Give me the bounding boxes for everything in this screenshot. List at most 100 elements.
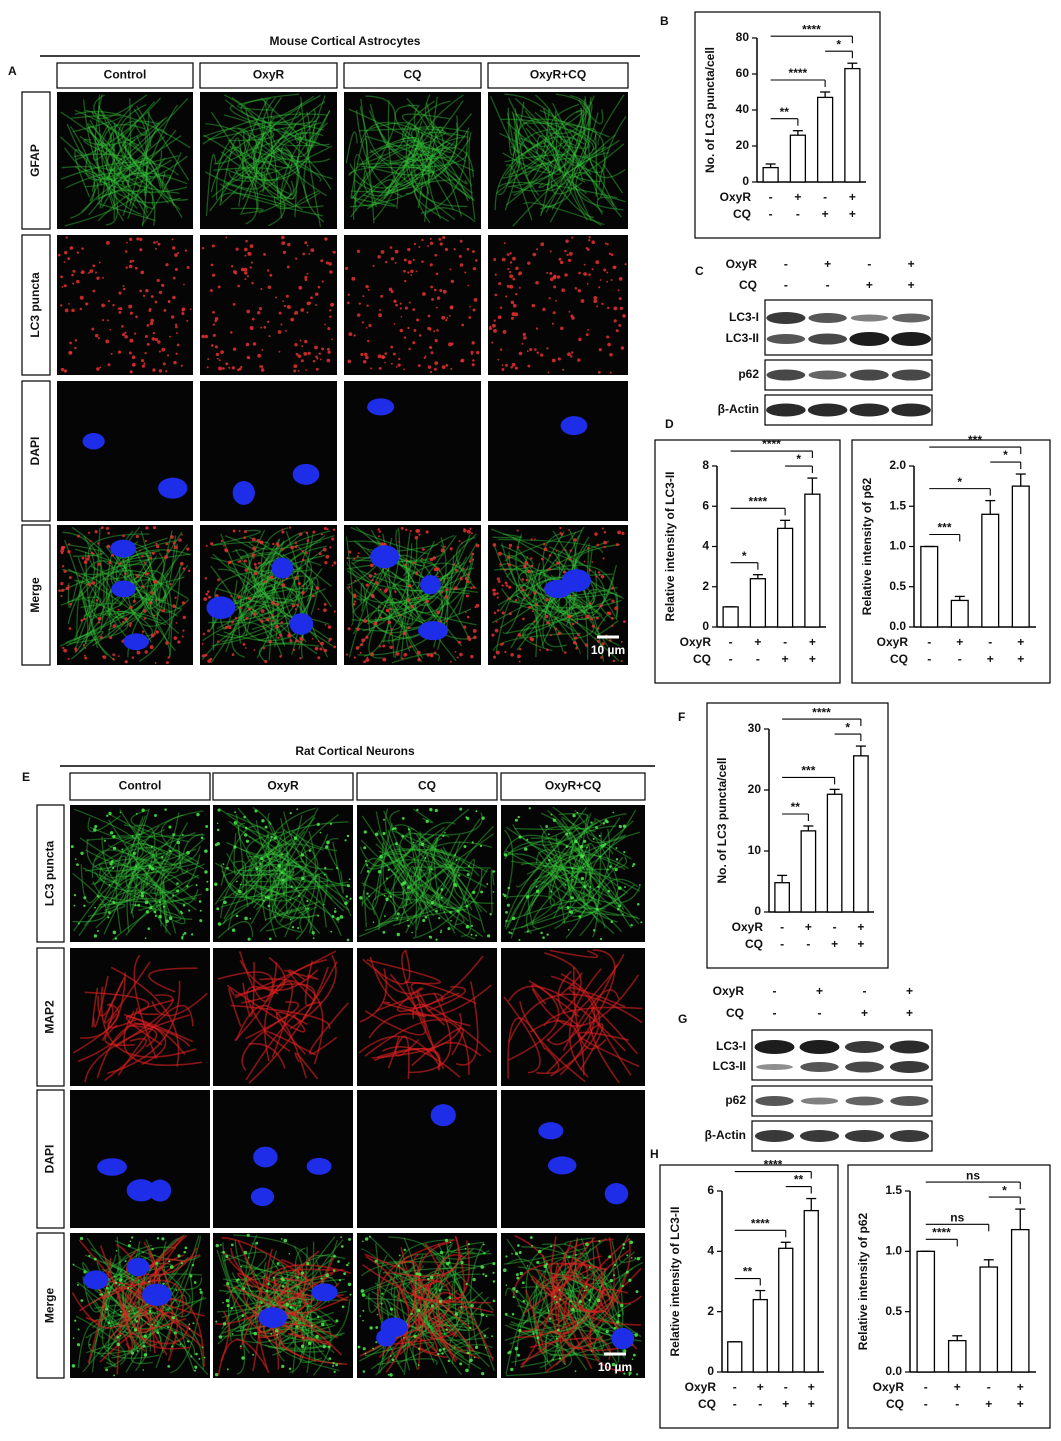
fiber <box>88 558 150 621</box>
punctum <box>416 597 419 600</box>
condition-name: OxyR <box>680 635 712 649</box>
fiber <box>445 542 478 605</box>
fiber <box>523 854 594 917</box>
fiber <box>361 151 469 169</box>
punctum <box>315 355 318 359</box>
fiber <box>391 846 455 919</box>
punctum <box>306 244 309 247</box>
punctum <box>174 267 178 271</box>
punctum <box>457 640 462 644</box>
punctum <box>500 642 504 646</box>
punctum <box>527 261 531 265</box>
fiber <box>117 103 147 171</box>
punctum <box>375 581 379 585</box>
punctum <box>483 1252 486 1255</box>
punctum <box>553 285 557 289</box>
fiber <box>130 579 166 613</box>
bar <box>776 527 794 628</box>
condition-sign: - <box>784 257 788 271</box>
fiber <box>104 1024 135 1047</box>
punctum <box>433 288 437 292</box>
punctum <box>596 639 600 643</box>
punctum <box>131 835 134 837</box>
punctum <box>424 355 427 358</box>
punctum <box>76 1283 79 1286</box>
punctum <box>501 368 505 372</box>
fiber <box>499 544 534 570</box>
punctum <box>597 885 600 889</box>
punctum <box>394 261 397 264</box>
fiber <box>111 155 179 172</box>
punctum <box>434 253 438 257</box>
fiber <box>510 142 561 175</box>
fiber <box>384 100 464 191</box>
punctum <box>74 346 77 350</box>
fiber <box>424 126 445 223</box>
micrograph <box>488 381 628 521</box>
blot-band <box>845 1061 884 1073</box>
punctum <box>494 628 499 633</box>
error-bar <box>752 574 763 579</box>
punctum <box>149 321 154 326</box>
punctum <box>492 543 497 547</box>
punctum <box>545 1262 548 1266</box>
condition-sign: - <box>863 984 867 998</box>
punctum <box>510 300 515 305</box>
fiber <box>245 821 349 908</box>
punctum <box>210 263 214 267</box>
punctum <box>406 598 411 603</box>
fiber <box>429 833 495 882</box>
punctum <box>499 348 503 351</box>
punctum <box>443 911 446 913</box>
fiber <box>270 980 294 1058</box>
fiber <box>96 1262 139 1313</box>
punctum <box>260 856 264 861</box>
punctum <box>206 880 209 883</box>
fiber <box>566 835 632 929</box>
punctum <box>257 311 261 315</box>
punctum <box>112 930 117 935</box>
panel-label: C <box>695 264 704 278</box>
punctum <box>232 347 237 351</box>
fiber <box>94 855 127 908</box>
punctum <box>198 1357 201 1360</box>
punctum <box>461 542 463 544</box>
punctum <box>549 277 554 282</box>
punctum <box>622 314 626 318</box>
punctum <box>412 561 415 564</box>
micrograph-bg <box>70 805 210 942</box>
punctum <box>100 1293 104 1296</box>
fiber <box>436 555 455 650</box>
fiber <box>299 906 318 932</box>
punctum <box>491 1335 494 1338</box>
punctum <box>450 279 455 284</box>
punctum <box>475 810 478 813</box>
fiber <box>426 102 470 150</box>
fiber <box>381 566 436 618</box>
punctum <box>590 821 593 824</box>
punctum <box>148 309 152 313</box>
fiber <box>490 96 520 154</box>
condition-sign: - <box>955 1397 959 1411</box>
condition-sign: + <box>831 937 838 951</box>
punctum <box>410 1312 413 1316</box>
punctum <box>155 1261 159 1265</box>
punctum <box>84 656 88 660</box>
fiber <box>89 177 106 209</box>
punctum <box>87 582 91 587</box>
punctum <box>135 1320 139 1323</box>
punctum <box>612 811 615 814</box>
punctum <box>71 273 74 277</box>
punctum <box>527 364 531 368</box>
fiber <box>80 527 101 617</box>
punctum <box>400 882 405 886</box>
punctum <box>492 1280 496 1283</box>
punctum <box>103 839 106 842</box>
punctum <box>448 314 451 317</box>
punctum <box>536 351 539 354</box>
punctum <box>637 903 640 906</box>
punctum <box>223 900 227 905</box>
punctum <box>134 332 137 335</box>
fiber <box>573 809 637 870</box>
punctum <box>301 550 304 553</box>
